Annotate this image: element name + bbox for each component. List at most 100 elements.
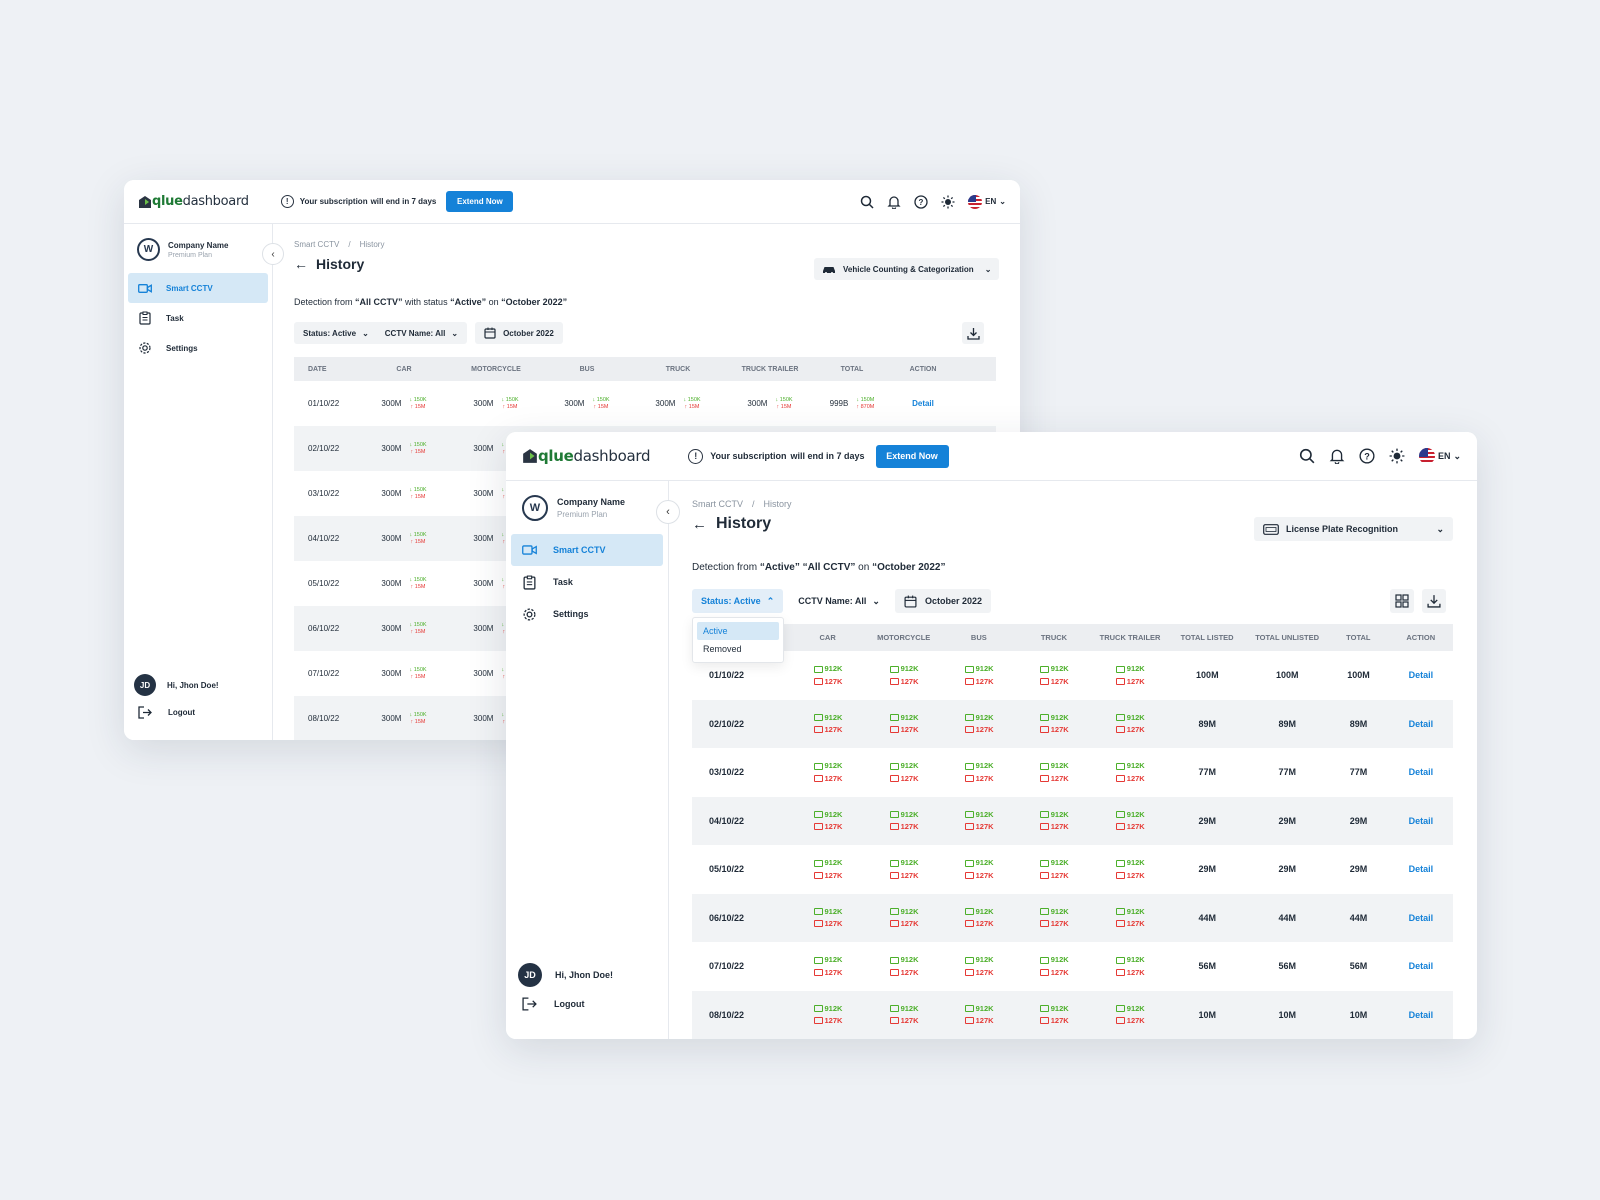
trend-value: 150M xyxy=(860,396,875,403)
table-row: 01/10/22 912K 127K 912K 127K 912K 127K 912K 127K… xyxy=(692,651,1453,700)
extend-now-button[interactable]: Extend Now xyxy=(875,444,949,468)
plate-count-cell: 912K 127K xyxy=(866,664,942,686)
listed-count: 912K xyxy=(813,907,842,916)
detail-link[interactable]: Detail xyxy=(1408,670,1434,681)
plate-count-cell: 912K 127K xyxy=(942,713,1016,735)
count-value: 300M xyxy=(655,399,676,408)
detail-link[interactable]: Detail xyxy=(912,399,934,408)
listed-value: 912K xyxy=(824,664,843,674)
cctv-filter[interactable]: CCTV Name: All ⌄ xyxy=(791,589,887,613)
detail-link[interactable]: Detail xyxy=(1408,912,1434,923)
sidebar-item-task[interactable]: Task xyxy=(128,303,268,333)
count-value: 300M xyxy=(381,399,402,408)
svg-text:?: ? xyxy=(919,198,924,207)
count-cell: 300M ↓ 150K↑ 15M xyxy=(632,397,724,411)
total-unlisted-cell: 100M xyxy=(1276,670,1299,681)
count-value: 300M xyxy=(473,714,494,723)
avatar[interactable]: JD xyxy=(518,963,542,987)
unlisted-plate-icon xyxy=(1039,968,1049,976)
detail-link[interactable]: Detail xyxy=(1408,815,1434,826)
breadcrumb-item[interactable]: Smart CCTV xyxy=(294,240,340,249)
theme-sun-icon[interactable] xyxy=(941,195,955,209)
detail-link[interactable]: Detail xyxy=(1408,767,1434,778)
extend-now-button[interactable]: Extend Now xyxy=(446,191,514,212)
unlisted-plate-icon xyxy=(889,1017,899,1025)
listed-count: 912K xyxy=(889,810,919,819)
down-arrow-icon: ↓ xyxy=(409,666,414,673)
collapse-sidebar-button[interactable]: ‹ xyxy=(262,243,284,265)
sidebar-item-smart-cctv[interactable]: Smart CCTV xyxy=(511,534,663,566)
trend-down-value: ↓ 150K xyxy=(592,397,609,404)
detail-link[interactable]: Detail xyxy=(1408,718,1434,729)
sidebar-item-settings[interactable]: Settings xyxy=(511,598,663,630)
back-arrow-icon[interactable]: ← xyxy=(692,515,707,533)
cctv-filter-label[interactable]: CCTV Name: All xyxy=(384,328,446,338)
trend-value: 870M xyxy=(860,403,875,410)
listed-count: 912K xyxy=(964,664,994,673)
collapse-sidebar-button[interactable]: ‹ xyxy=(656,500,680,524)
up-arrow-icon: ↑ xyxy=(593,403,598,410)
user-info: JD Hi, Jhon Doe! xyxy=(518,963,613,987)
sidebar-item-label: Task xyxy=(553,577,573,587)
avatar[interactable]: JD xyxy=(134,674,156,696)
status-filter[interactable]: Status: Active ⌄ CCTV Name: All ⌄ xyxy=(294,322,468,344)
plate-counts: 912K 127K xyxy=(813,664,843,686)
listed-plate-icon xyxy=(1039,811,1049,819)
top-icons: ? EN ⌄ xyxy=(860,194,1006,209)
logout-button[interactable]: Logout xyxy=(522,997,585,1011)
search-icon[interactable] xyxy=(860,195,874,209)
help-icon[interactable]: ? xyxy=(1359,448,1375,464)
date-filter[interactable]: October 2022 xyxy=(475,322,563,344)
unlisted-value: 127K xyxy=(975,870,994,880)
total-cell: 89M xyxy=(1349,718,1368,729)
theme-sun-icon[interactable] xyxy=(1389,448,1405,464)
back-arrow-icon[interactable]: ← xyxy=(294,256,308,272)
download-button[interactable] xyxy=(1422,589,1446,613)
unlisted-count: 127K xyxy=(1115,677,1145,686)
detail-link[interactable]: Detail xyxy=(1408,1009,1434,1020)
unlisted-value: 127K xyxy=(824,870,843,880)
status-option-removed[interactable]: Removed xyxy=(703,644,742,654)
unlisted-plate-icon xyxy=(964,1017,974,1025)
help-icon[interactable]: ? xyxy=(914,194,928,209)
search-icon[interactable] xyxy=(1299,448,1315,464)
status-filter[interactable]: Status: Active ⌃ xyxy=(692,589,784,613)
bell-icon[interactable] xyxy=(1329,448,1345,464)
plate-counts: 912K 127K xyxy=(1115,907,1145,929)
unlisted-plate-icon xyxy=(889,726,899,734)
bell-icon[interactable] xyxy=(887,195,901,209)
plate-count-cell: 912K 127K xyxy=(1092,761,1168,783)
detail-link[interactable]: Detail xyxy=(1408,864,1434,875)
language-selector[interactable]: EN ⌄ xyxy=(968,194,1006,209)
logout-button[interactable]: Logout xyxy=(138,706,195,719)
trend-down-value: ↓ 150K xyxy=(409,622,426,629)
status-option-active[interactable]: Active xyxy=(697,622,779,640)
down-arrow-icon: ↓ xyxy=(501,621,506,628)
listed-value: 912K xyxy=(975,858,994,868)
listed-plate-icon xyxy=(1039,859,1049,867)
unlisted-value: 127K xyxy=(1126,1016,1145,1026)
sidebar-item-task[interactable]: Task xyxy=(511,566,663,598)
down-arrow-icon: ↓ xyxy=(775,396,780,403)
download-button[interactable] xyxy=(962,322,984,344)
feature-selector[interactable]: License Plate Recognition ⌄ xyxy=(1254,517,1453,541)
grid-view-button[interactable] xyxy=(1390,589,1414,613)
column-header: TOTAL xyxy=(840,365,864,373)
date-filter[interactable]: October 2022 xyxy=(894,589,991,613)
feature-selector[interactable]: Vehicle Counting & Categorization ⌄ xyxy=(814,258,1000,280)
unlisted-value: 127K xyxy=(900,870,919,880)
down-arrow-icon: ↓ xyxy=(501,666,506,673)
unlisted-count: 127K xyxy=(813,919,842,928)
plate-counts: 912K 127K xyxy=(1115,955,1145,977)
listed-value: 912K xyxy=(824,1003,843,1013)
sidebar-item-settings[interactable]: Settings xyxy=(128,333,268,363)
listed-plate-icon xyxy=(889,714,899,722)
date-cell: 03/10/22 xyxy=(709,767,745,778)
listed-plate-icon xyxy=(889,956,899,964)
language-selector[interactable]: EN ⌄ xyxy=(1418,448,1461,464)
trend-value: 150K xyxy=(413,441,427,448)
breadcrumb-item[interactable]: Smart CCTV xyxy=(692,499,744,509)
detail-link[interactable]: Detail xyxy=(1408,961,1434,972)
sidebar-item-smart-cctv[interactable]: Smart CCTV xyxy=(128,273,268,303)
svg-text:?: ? xyxy=(1364,451,1370,461)
